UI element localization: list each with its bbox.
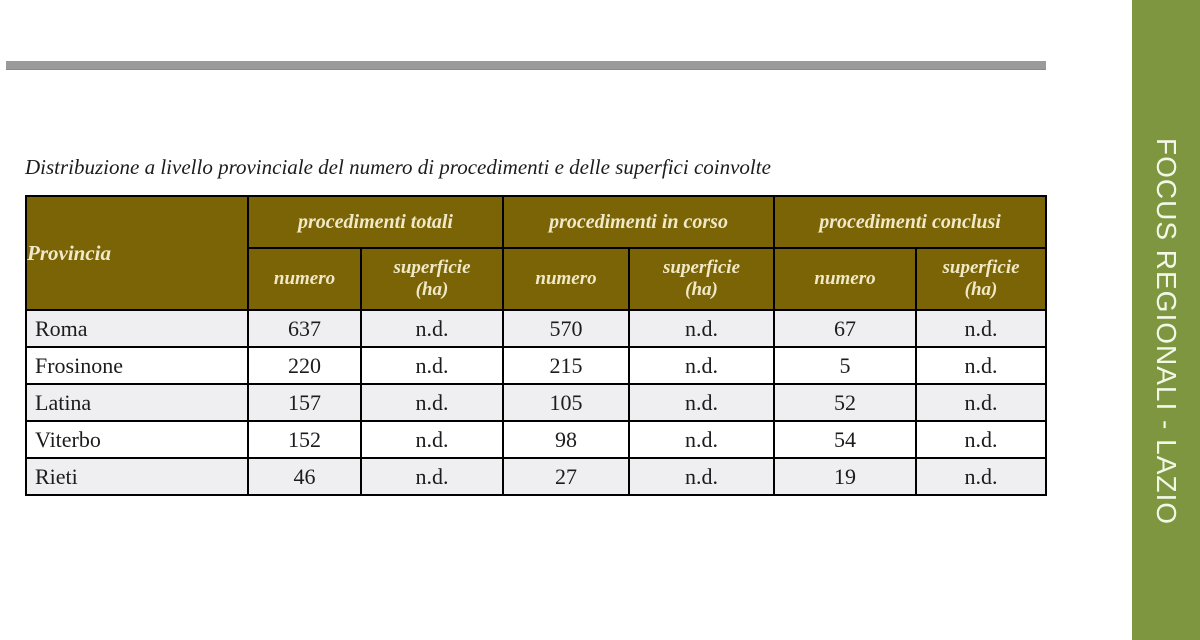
sub-header-superficie-corso: superficie (ha) bbox=[627, 247, 776, 311]
cell-value: n.d. bbox=[915, 457, 1048, 496]
group-header-procedimenti-totali: procedimenti totali bbox=[247, 195, 504, 249]
cell-value: 19 bbox=[773, 457, 918, 496]
table-row-rieti: Rieti 46 n.d. 27 n.d. 19 n.d. bbox=[25, 457, 1048, 496]
cell-value: n.d. bbox=[360, 457, 504, 496]
cell-provincia: Roma bbox=[25, 309, 249, 348]
cell-value: n.d. bbox=[915, 309, 1048, 348]
table-caption: Distribuzione a livello provinciale del … bbox=[25, 155, 771, 179]
superficie-label: superficie bbox=[662, 257, 741, 279]
cell-value: n.d. bbox=[627, 309, 776, 348]
cell-value: 98 bbox=[502, 420, 630, 459]
superficie-label: superficie bbox=[393, 257, 471, 279]
cell-value: n.d. bbox=[915, 383, 1048, 422]
cell-value: 152 bbox=[247, 420, 362, 459]
cell-provincia: Latina bbox=[25, 383, 249, 422]
sub-header-row: numero superficie (ha) numero superficie… bbox=[26, 247, 1048, 311]
cell-value: n.d. bbox=[627, 457, 776, 496]
cell-value: 220 bbox=[247, 346, 362, 385]
sub-header-numero-corso: numero bbox=[502, 247, 630, 311]
cell-value: n.d. bbox=[360, 383, 504, 422]
cell-value: 105 bbox=[502, 383, 630, 422]
sidebar-tab-focus-regionali: FOCUS REGIONALI - LAZIO bbox=[1132, 0, 1200, 640]
cell-value: 215 bbox=[502, 346, 630, 385]
superficie-unit: (ha) bbox=[964, 279, 998, 300]
superficie-unit: (ha) bbox=[415, 279, 449, 300]
table-row-latina: Latina 157 n.d. 105 n.d. 52 n.d. bbox=[25, 383, 1048, 422]
cell-value: 52 bbox=[773, 383, 918, 422]
table-row-viterbo: Viterbo 152 n.d. 98 n.d. 54 n.d. bbox=[25, 420, 1048, 459]
table-row-roma: Roma 637 n.d. 570 n.d. 67 n.d. bbox=[25, 309, 1048, 348]
superficie-label: superficie bbox=[942, 257, 1020, 279]
cell-value: 27 bbox=[502, 457, 630, 496]
sub-header-numero-totali: numero bbox=[247, 247, 362, 311]
cell-value: 637 bbox=[247, 309, 362, 348]
cell-value: 46 bbox=[247, 457, 362, 496]
top-accent-bar bbox=[6, 61, 1046, 70]
cell-value: 157 bbox=[247, 383, 362, 422]
group-header-procedimenti-conclusi: procedimenti conclusi bbox=[773, 195, 1048, 249]
cell-value: n.d. bbox=[627, 383, 776, 422]
cell-value: n.d. bbox=[627, 420, 776, 459]
sub-header-superficie-totali: superficie (ha) bbox=[360, 247, 504, 311]
cell-value: n.d. bbox=[627, 346, 776, 385]
cell-value: n.d. bbox=[360, 420, 504, 459]
cell-value: 570 bbox=[502, 309, 630, 348]
group-header-procedimenti-in-corso: procedimenti in corso bbox=[501, 195, 776, 249]
cell-value: 54 bbox=[773, 420, 918, 459]
cell-value: n.d. bbox=[360, 309, 504, 348]
sidebar-label: FOCUS REGIONALI - LAZIO bbox=[1151, 138, 1182, 526]
group-header-row: Provincia procedimenti totali procedimen… bbox=[25, 195, 1048, 311]
table-row-frosinone: Frosinone 220 n.d. 215 n.d. 5 n.d. bbox=[25, 346, 1048, 385]
cell-provincia: Rieti bbox=[25, 457, 249, 496]
cell-value: n.d. bbox=[360, 346, 504, 385]
sub-header-superficie-conclusi: superficie (ha) bbox=[915, 247, 1048, 311]
cell-value: 5 bbox=[773, 346, 918, 385]
cell-provincia: Viterbo bbox=[25, 420, 249, 459]
cell-value: n.d. bbox=[915, 346, 1048, 385]
provinces-table: Provincia procedimenti totali procedimen… bbox=[25, 195, 1048, 496]
superficie-unit: (ha) bbox=[685, 279, 718, 300]
column-header-provincia: Provincia bbox=[25, 195, 249, 311]
cell-value: 67 bbox=[773, 309, 918, 348]
sub-header-numero-conclusi: numero bbox=[773, 247, 918, 311]
cell-provincia: Frosinone bbox=[25, 346, 249, 385]
cell-value: n.d. bbox=[915, 420, 1048, 459]
